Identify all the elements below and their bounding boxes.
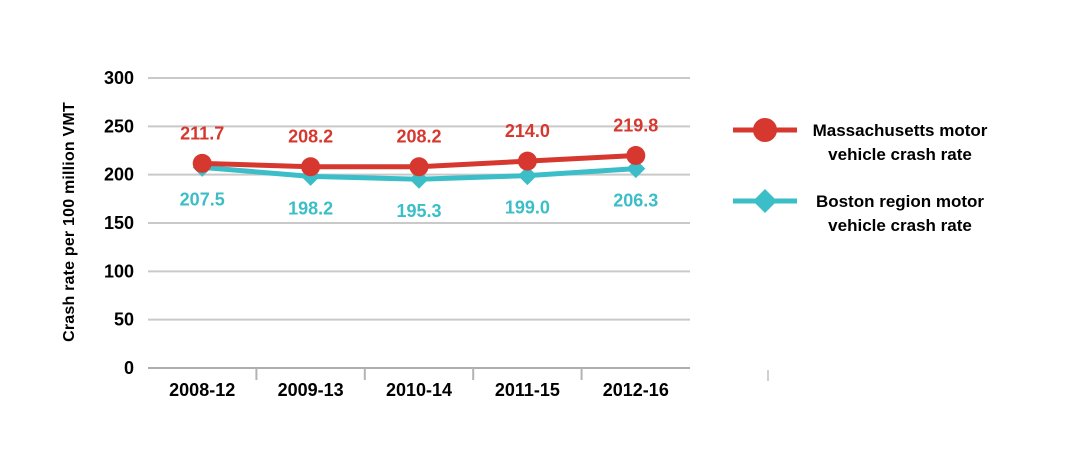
data-point-marker	[517, 166, 537, 186]
data-label: 208.2	[396, 127, 441, 147]
data-point-marker	[626, 159, 646, 179]
data-label: 199.0	[505, 198, 550, 218]
y-tick-label: 50	[114, 310, 134, 330]
data-label: 195.3	[396, 201, 441, 221]
data-label: 198.2	[288, 198, 333, 218]
data-point-marker	[192, 153, 212, 173]
data-point-marker	[517, 151, 537, 171]
y-tick-label: 100	[104, 261, 134, 281]
data-point-marker	[301, 157, 321, 177]
x-tick-label: 2012-16	[603, 380, 669, 400]
legend-label: Massachusetts motor	[813, 121, 988, 140]
data-label: 211.7	[180, 123, 224, 143]
data-label: 207.5	[180, 189, 225, 209]
x-tick-label: 2008-12	[169, 380, 235, 400]
series-massachusetts: 211.7 208.2 208.2 214.0 219.8	[180, 116, 658, 177]
legend-label: vehicle crash rate	[828, 145, 972, 164]
legend-label: vehicle crash rate	[828, 216, 972, 235]
y-tick-label: 150	[104, 213, 134, 233]
legend-item: Massachusetts motor vehicle crash rate	[733, 118, 988, 164]
legend-item: Boston region motor vehicle crash rate	[733, 189, 984, 235]
legend-diamond-marker	[753, 189, 777, 213]
y-tick-label: 300	[104, 68, 134, 88]
legend-circle-marker	[753, 118, 777, 142]
y-axis-title: Crash rate per 100 million VMT	[61, 102, 78, 342]
legend-label: Boston region motor	[816, 192, 984, 211]
y-tick-label: 200	[104, 165, 134, 185]
y-tick-label: 250	[104, 116, 134, 136]
data-point-marker	[409, 157, 429, 177]
y-tick-label: 0	[124, 358, 134, 378]
x-tick-label: 2010-14	[386, 380, 452, 400]
data-label: 219.8	[613, 116, 658, 136]
data-label: 206.3	[613, 191, 658, 211]
data-point-marker	[626, 146, 646, 166]
data-label: 208.2	[288, 127, 333, 147]
x-tick-label: 2009-13	[278, 380, 344, 400]
data-label: 214.0	[505, 121, 550, 141]
x-tick-label: 2011-15	[495, 380, 560, 400]
